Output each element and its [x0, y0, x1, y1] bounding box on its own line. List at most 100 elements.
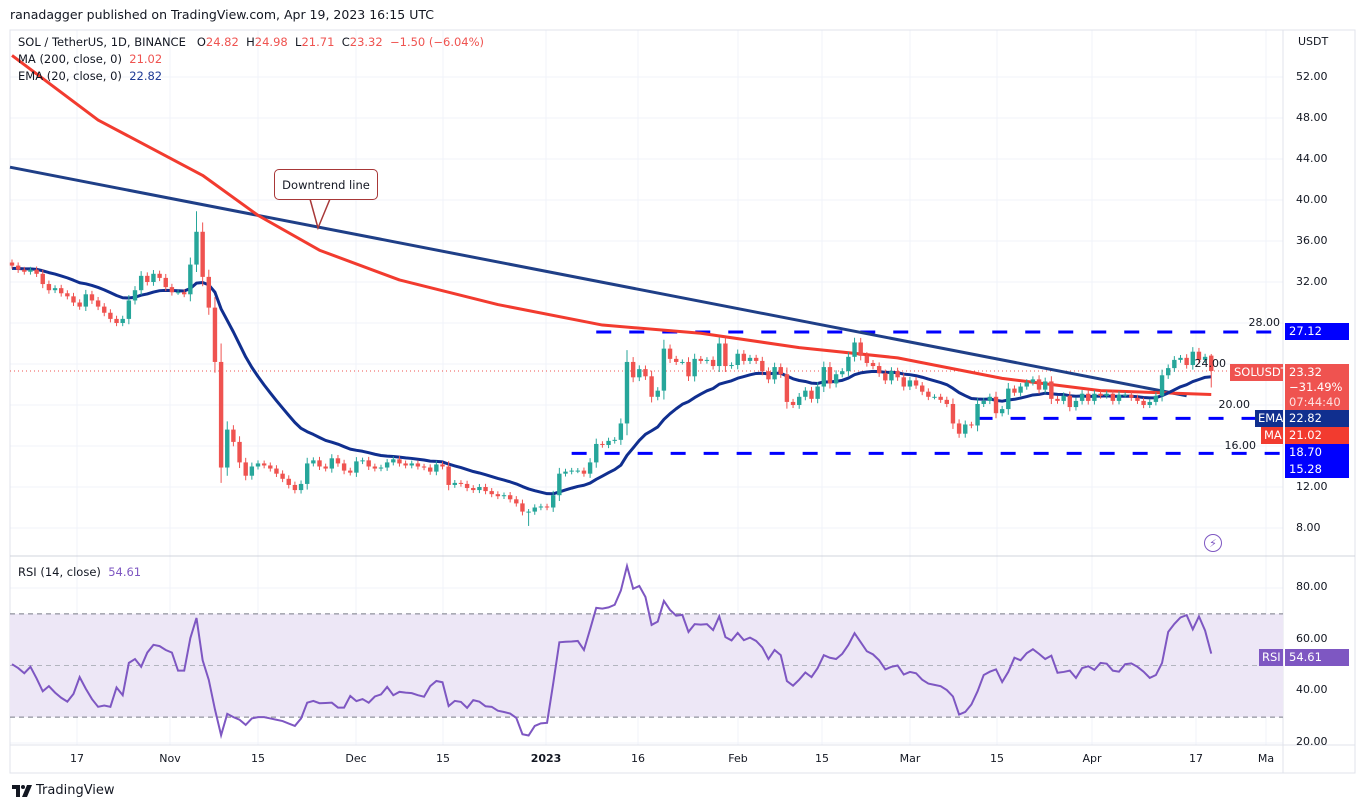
candle — [421, 463, 427, 471]
time-tick-label: 15 — [815, 752, 829, 765]
candle — [464, 480, 470, 492]
candle — [157, 270, 162, 282]
candle-body — [52, 288, 58, 291]
candle-body — [913, 380, 919, 386]
candle-body — [1153, 395, 1159, 402]
candle — [311, 457, 316, 467]
candle-body — [1067, 395, 1072, 408]
candle-body — [182, 292, 187, 295]
candle-body — [40, 273, 45, 285]
candle — [237, 436, 242, 469]
candle-body — [1055, 398, 1060, 401]
candle-body — [735, 353, 740, 366]
candle — [175, 289, 181, 295]
candle — [674, 355, 679, 365]
candle — [741, 350, 747, 365]
candle-body — [120, 318, 125, 323]
candle — [440, 461, 445, 470]
candle-body — [710, 359, 716, 367]
candle-body — [1030, 379, 1036, 383]
candle — [489, 488, 494, 498]
candle-body — [784, 374, 790, 402]
ema-legend[interactable]: EMA (20, close, 0) 22.82 — [18, 69, 162, 83]
candle-body — [1202, 356, 1208, 360]
ma-name-tag: MA — [1261, 427, 1283, 444]
candle-body — [981, 400, 986, 404]
price-tick-label: 52.00 — [1296, 70, 1328, 83]
price-tick-label: 36.00 — [1296, 234, 1328, 247]
candle — [803, 387, 808, 401]
candle — [52, 285, 58, 294]
rsi-legend[interactable]: RSI (14, close) 54.61 — [18, 565, 141, 579]
candle-body — [987, 396, 993, 401]
lightning-icon[interactable]: ⚡︎ — [1204, 534, 1222, 552]
candle — [391, 456, 396, 466]
candle-body — [772, 367, 777, 380]
candle-body — [151, 273, 156, 282]
candle — [1141, 397, 1146, 409]
candle — [594, 438, 599, 468]
candle — [809, 386, 814, 403]
candle — [686, 357, 691, 382]
time-tick-label: Mar — [899, 752, 921, 765]
level-tag-27-12: 27.12 — [1285, 323, 1349, 340]
candle — [428, 464, 433, 475]
candle-body — [28, 269, 33, 272]
candle-body — [421, 466, 427, 468]
candle — [34, 266, 39, 277]
candle-body — [907, 380, 913, 387]
candle — [520, 499, 525, 516]
candle — [606, 437, 611, 449]
candle — [1153, 392, 1159, 406]
candle-body — [1184, 357, 1189, 366]
candle-body — [956, 423, 962, 434]
candle — [249, 462, 255, 480]
candle-body — [729, 365, 734, 367]
level-tag-18-70: 18.70 — [1285, 444, 1349, 461]
candle — [1190, 347, 1195, 370]
candle-body — [95, 300, 101, 307]
candle-body — [686, 361, 691, 377]
candle — [630, 357, 636, 383]
price-tick-label: 24.00 — [1194, 357, 1227, 370]
downtrend-callout[interactable]: Downtrend line — [274, 169, 378, 200]
candle — [1049, 376, 1054, 405]
candle-body — [790, 401, 796, 405]
indicator-lines — [9, 54, 1212, 496]
candle-body — [249, 466, 255, 476]
candle — [600, 441, 605, 448]
downtrend-line — [9, 165, 1187, 398]
candle — [366, 456, 371, 470]
candle-body — [464, 483, 470, 489]
candle-body — [206, 276, 211, 308]
candle — [28, 266, 33, 275]
candle-body — [372, 466, 378, 469]
candle-body — [1024, 382, 1029, 387]
candle-body — [667, 348, 673, 359]
open-value: 24.82 — [205, 35, 239, 49]
candle — [1178, 354, 1183, 363]
price-axis-unit: USDT — [1298, 35, 1329, 48]
candle-body — [237, 441, 242, 463]
candle — [858, 337, 863, 361]
candle-body — [89, 294, 95, 301]
symbol-legend[interactable]: SOL / TetherUS, 1D, BINANCE O24.82 H24.9… — [18, 35, 484, 49]
candle — [557, 467, 562, 501]
candle — [286, 475, 291, 489]
candle — [452, 480, 457, 488]
ma-legend[interactable]: MA (200, close, 0) 21.02 — [18, 52, 162, 66]
rsi-pane — [10, 562, 1283, 740]
candle-body — [440, 464, 445, 467]
candle-body — [1049, 381, 1054, 399]
candle — [89, 290, 95, 304]
candle-body — [65, 293, 70, 297]
candle — [993, 391, 999, 419]
candle-body — [1098, 393, 1103, 396]
candle-body — [1043, 381, 1048, 390]
price-tick-label: 12.00 — [1296, 480, 1328, 493]
candle-body — [1209, 355, 1214, 371]
candles — [9, 211, 1214, 526]
candle-body — [883, 373, 888, 381]
candle — [212, 296, 218, 373]
